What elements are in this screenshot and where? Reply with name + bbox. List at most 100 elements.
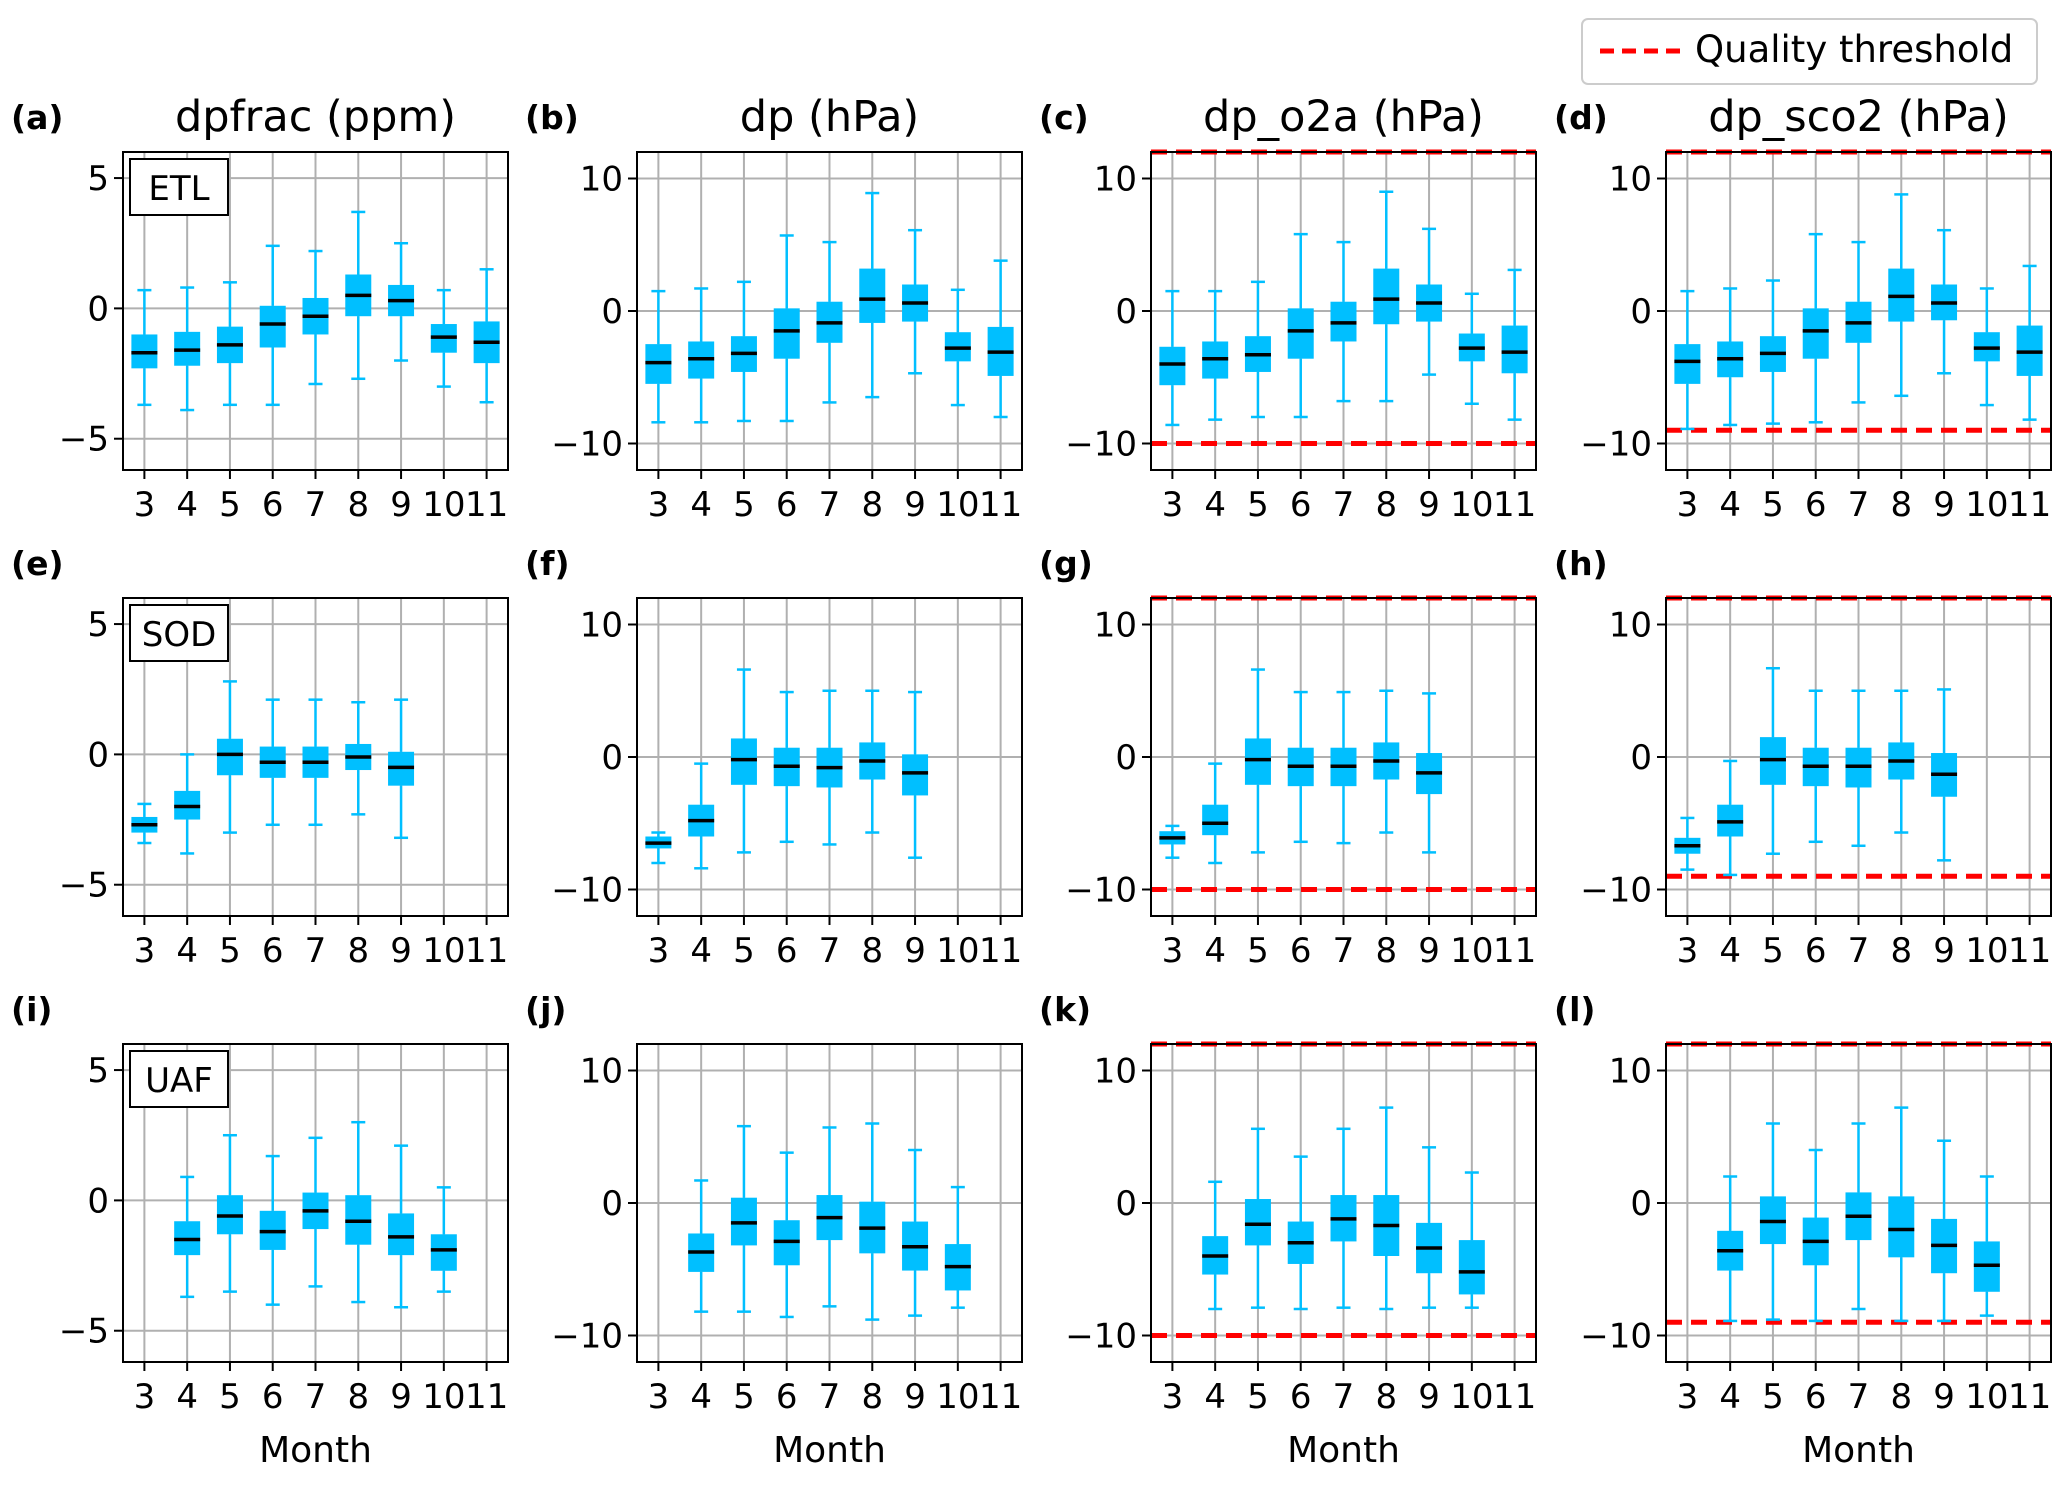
site-label-box xyxy=(129,604,229,662)
x-tick-label: 11 xyxy=(979,1377,1022,1417)
x-tick-label: 9 xyxy=(390,1377,412,1417)
x-tick-label: 11 xyxy=(1493,931,1536,971)
x-tick-label: 6 xyxy=(1805,485,1827,525)
x-tick-label: 4 xyxy=(1719,485,1741,525)
x-tick-label: 8 xyxy=(1890,1377,1912,1417)
box-month-6 xyxy=(259,698,286,827)
box-month-8 xyxy=(1373,689,1400,834)
panels: 50−53 4 5 6 7 8 9 10 11(a) dpfrac (ppm)ETL 100−103… xyxy=(11,92,2052,1471)
y-tick-label: −10 xyxy=(551,871,623,911)
x-tick-label: 4 xyxy=(690,1377,712,1417)
iqr-box xyxy=(430,1234,457,1271)
box-month-11 xyxy=(473,268,500,404)
box-month-9 xyxy=(1931,688,1958,862)
box-month-4 xyxy=(1202,289,1229,421)
x-tick-label: 7 xyxy=(819,1377,841,1417)
x-tick-label: 9 xyxy=(1933,931,1955,971)
x-tick-label: 3 xyxy=(1162,485,1184,525)
y-tick-label: −10 xyxy=(551,1317,623,1357)
box-month-6 xyxy=(773,690,800,844)
y-tick-label: 0 xyxy=(87,289,109,329)
x-axis-label: Month xyxy=(773,1430,886,1471)
box-month-7 xyxy=(1845,240,1872,404)
y-tick-label: −10 xyxy=(1580,871,1652,911)
box-month-5 xyxy=(730,668,757,854)
box-month-4 xyxy=(1202,1180,1229,1311)
panel-h: 100−103 4 5 6 7 8 9 10 11(h) xyxy=(1554,544,2052,971)
x-tick-label: 10 xyxy=(1450,931,1493,971)
x-tick-label: 7 xyxy=(305,485,327,525)
x-axis-label: Month xyxy=(1802,1430,1915,1471)
x-tick-label: 10 xyxy=(1965,485,2008,525)
panel-e: 50−53 4 5 6 7 8 9 10 11(e)SOD xyxy=(11,544,509,971)
iqr-box xyxy=(1373,268,1400,325)
box-month-8 xyxy=(859,191,886,399)
x-tick-label: 11 xyxy=(979,485,1022,525)
panel-title: dpfrac (ppm) xyxy=(175,92,456,142)
box-month-4 xyxy=(1202,762,1229,865)
box-month-4 xyxy=(174,1175,201,1299)
panel-f: 100−103 4 5 6 7 8 9 10 11(f) xyxy=(525,544,1023,971)
site-label: ETL xyxy=(129,158,229,216)
x-tick-label: 9 xyxy=(1418,1377,1440,1417)
box-month-9 xyxy=(902,1148,929,1317)
legend-frame xyxy=(1581,18,2038,85)
x-tick-label: 10 xyxy=(422,1377,465,1417)
y-tick-label: −10 xyxy=(1065,1317,1137,1357)
x-tick-label: 6 xyxy=(262,1377,284,1417)
x-axis-label: Month xyxy=(259,1430,372,1471)
x-tick-label: 4 xyxy=(1204,1377,1226,1417)
box-month-3 xyxy=(131,288,158,407)
box-month-7 xyxy=(302,249,329,386)
panel-title: dp_sco2 (hPa) xyxy=(1708,92,2009,142)
site-label-text: SOD xyxy=(142,615,217,655)
box-month-6 xyxy=(259,1154,286,1306)
x-tick-label: 3 xyxy=(1162,931,1184,971)
x-tick-label: 8 xyxy=(861,485,883,525)
x-tick-label: 11 xyxy=(1493,485,1536,525)
legend-threshold-label: Quality threshold xyxy=(1695,28,2013,71)
x-tick-label: 8 xyxy=(861,931,883,971)
iqr-box xyxy=(216,738,243,776)
box-month-5 xyxy=(1759,1122,1786,1321)
x-tick-label: 7 xyxy=(1333,1377,1355,1417)
site-label-text: ETL xyxy=(148,169,209,209)
box-month-8 xyxy=(345,1120,372,1304)
x-tick-label: 7 xyxy=(819,485,841,525)
x-tick-label: 6 xyxy=(776,1377,798,1417)
box-month-3 xyxy=(1159,289,1186,427)
site-label: SOD xyxy=(129,604,229,662)
x-tick-label: 6 xyxy=(1805,1377,1827,1417)
panel-label: (b) xyxy=(525,98,579,137)
box-month-6 xyxy=(1802,689,1829,844)
x-tick-label: 10 xyxy=(936,1377,979,1417)
x-tick-label: 9 xyxy=(1933,485,1955,525)
box-month-7 xyxy=(1330,690,1357,845)
box-month-9 xyxy=(1416,227,1443,376)
x-tick-label: 10 xyxy=(936,931,979,971)
panel-label: (c) xyxy=(1039,98,1089,137)
x-tick-label: 8 xyxy=(861,1377,883,1417)
box-month-5 xyxy=(1759,666,1786,855)
x-tick-label: 6 xyxy=(1290,1377,1312,1417)
box-month-10 xyxy=(1458,292,1485,405)
panel-label: (i) xyxy=(11,990,52,1029)
box-month-8 xyxy=(1888,1106,1915,1323)
iqr-box xyxy=(1244,1199,1271,1246)
y-tick-label: 10 xyxy=(1609,160,1652,200)
y-tick-label: 0 xyxy=(601,292,623,332)
y-tick-label: 0 xyxy=(1115,1184,1137,1224)
panel-label: (f) xyxy=(525,544,570,583)
x-tick-label: 8 xyxy=(1375,1377,1397,1417)
y-tick-label: −5 xyxy=(59,420,109,460)
iqr-box xyxy=(902,754,929,796)
y-tick-label: −10 xyxy=(551,425,623,465)
x-tick-label: 7 xyxy=(1848,1377,1870,1417)
x-tick-label: 5 xyxy=(1762,1377,1784,1417)
box-month-5 xyxy=(730,280,757,423)
box-month-8 xyxy=(345,701,372,816)
x-tick-label: 4 xyxy=(1719,1377,1741,1417)
x-tick-label: 6 xyxy=(262,485,284,525)
x-tick-label: 11 xyxy=(465,485,508,525)
